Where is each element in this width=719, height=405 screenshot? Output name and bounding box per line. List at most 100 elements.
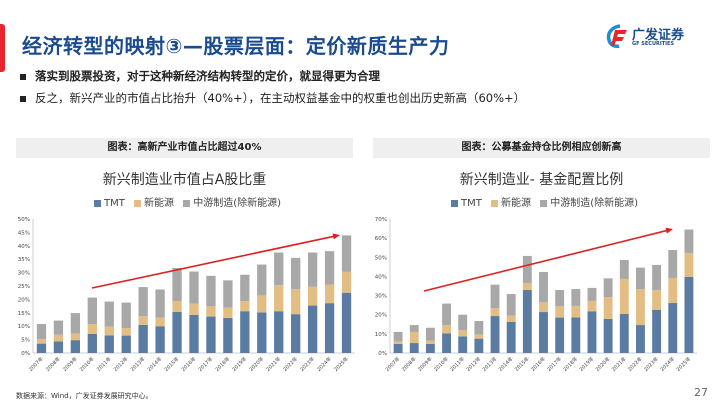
y-tick-label: 35% bbox=[18, 257, 30, 263]
bar-segment bbox=[668, 277, 678, 304]
bar-segment bbox=[70, 313, 81, 334]
chart-header-left: 图表：高新产业市值占比超过40% bbox=[16, 138, 353, 158]
bar-segment bbox=[206, 275, 216, 307]
x-tick-label: 2010年 bbox=[78, 355, 95, 372]
y-tick-label: 50% bbox=[375, 255, 387, 261]
x-tick-label: 2013年 bbox=[129, 355, 146, 372]
bar-segment bbox=[53, 334, 64, 342]
bar-segment bbox=[522, 290, 532, 353]
bar-segment bbox=[474, 338, 484, 353]
bar-segment bbox=[555, 290, 565, 307]
legend-swatch-tmt bbox=[93, 199, 101, 207]
bar-segment bbox=[223, 317, 233, 353]
chart-legend-left: TMT 新能源 中游制造(除新能源) bbox=[16, 194, 353, 209]
y-tick-label: 50% bbox=[18, 217, 30, 223]
x-tick-label: 2008年 bbox=[400, 355, 417, 372]
x-tick-label: 2013年 bbox=[481, 355, 498, 372]
bar-segment bbox=[172, 301, 182, 312]
bar-segment bbox=[490, 284, 500, 309]
bar-segment bbox=[87, 324, 97, 334]
bar-segment bbox=[684, 229, 694, 254]
bar-segment bbox=[409, 325, 419, 332]
x-tick-label: 2023年 bbox=[299, 355, 316, 372]
bar-segment bbox=[425, 340, 435, 345]
bar-segment bbox=[274, 311, 284, 353]
chart-right: 0%10%20%30%40%50%60%70%2007年 2008年 2009年 20… bbox=[375, 217, 697, 373]
y-tick-label: 40% bbox=[18, 244, 30, 250]
x-tick-label: 2008年 bbox=[44, 355, 61, 372]
y-tick-label: 45% bbox=[18, 230, 30, 236]
bar-segment bbox=[522, 282, 532, 291]
y-tick-label: 10% bbox=[375, 332, 387, 338]
legend-label: 新能源 bbox=[501, 198, 532, 209]
bar-segment bbox=[571, 317, 581, 353]
legend-swatch-new-energy bbox=[134, 199, 142, 207]
x-tick-label: 2010年 bbox=[432, 355, 449, 372]
page-title: 经济转型的映射③—股票层面：定价新质生产力 bbox=[22, 34, 450, 58]
page-number: 27 bbox=[694, 386, 708, 399]
bar-segment bbox=[53, 341, 64, 353]
chart-legend-right: TMT 新能源 中游制造(除新能源) bbox=[373, 194, 710, 209]
bar-segment bbox=[341, 271, 352, 293]
x-tick-label: 2018年 bbox=[214, 355, 231, 372]
bar-segment bbox=[587, 287, 597, 301]
bar-segment bbox=[324, 251, 335, 285]
bar-segment bbox=[240, 311, 250, 353]
bar-segment bbox=[393, 331, 403, 342]
y-tick-label: 30% bbox=[18, 271, 30, 277]
x-tick-label: 2021年 bbox=[265, 355, 282, 372]
arrow-head-icon bbox=[665, 227, 673, 234]
bar-segment bbox=[70, 333, 81, 341]
bar-segment bbox=[223, 280, 233, 308]
bar-segment bbox=[104, 326, 114, 336]
bar-segment bbox=[490, 316, 500, 353]
bar-segment bbox=[257, 312, 267, 353]
legend-label: 中游制造(除新能源) bbox=[193, 198, 282, 209]
bar-segment bbox=[636, 289, 645, 326]
bar-segment bbox=[442, 325, 451, 334]
bar-segment bbox=[603, 318, 613, 353]
bar-segment bbox=[603, 297, 613, 319]
bar-segment bbox=[206, 306, 216, 317]
bar-segment bbox=[307, 286, 318, 306]
bar-segment bbox=[652, 309, 662, 353]
x-tick-label: 2007年 bbox=[27, 355, 44, 372]
bar-segment bbox=[155, 317, 165, 327]
bar-segment bbox=[274, 252, 284, 286]
bar-segment bbox=[684, 253, 694, 278]
x-tick-label: 2025年 bbox=[332, 355, 349, 372]
x-tick-label: 2015年 bbox=[163, 355, 180, 372]
bar-segment bbox=[442, 303, 451, 326]
bar-segment bbox=[223, 307, 233, 318]
x-tick-label: 2016年 bbox=[529, 355, 546, 372]
x-tick-label: 2017年 bbox=[197, 355, 214, 372]
x-tick-label: 2012年 bbox=[112, 355, 129, 372]
chart-header-right: 图表：公募基金持仓比例相应创新高 bbox=[373, 138, 710, 158]
bar-segment bbox=[652, 290, 662, 310]
bar-segment bbox=[458, 314, 468, 331]
bar-segment bbox=[206, 316, 216, 353]
bar-segment bbox=[307, 252, 318, 287]
trend-arrow bbox=[91, 235, 336, 289]
bar-segment bbox=[522, 255, 532, 283]
bar-segment bbox=[189, 314, 199, 353]
bar-segment bbox=[138, 316, 148, 325]
bar-segment bbox=[539, 302, 548, 313]
bar-segment bbox=[36, 339, 47, 344]
logo-text-en: GF SECURITIES bbox=[632, 41, 675, 47]
legend-label: TMT bbox=[460, 198, 482, 209]
y-tick-label: 20% bbox=[18, 297, 30, 303]
bar-segment bbox=[393, 344, 403, 353]
y-tick-label: 25% bbox=[18, 284, 30, 290]
bar-segment bbox=[425, 344, 435, 353]
legend-label: 中游制造(除新能源) bbox=[550, 198, 639, 209]
bar-segment bbox=[189, 271, 199, 304]
bar-segment bbox=[684, 277, 694, 353]
x-tick-label: 2015年 bbox=[513, 355, 530, 372]
bar-segment bbox=[257, 264, 267, 296]
chart-title-right: 新兴制造业- 基金配置比例 bbox=[459, 172, 624, 188]
bar-segment bbox=[87, 333, 97, 353]
x-tick-label: 2020年 bbox=[594, 355, 611, 372]
logo-text-cn: 广发证券 bbox=[632, 28, 685, 43]
bar-segment bbox=[240, 301, 250, 312]
